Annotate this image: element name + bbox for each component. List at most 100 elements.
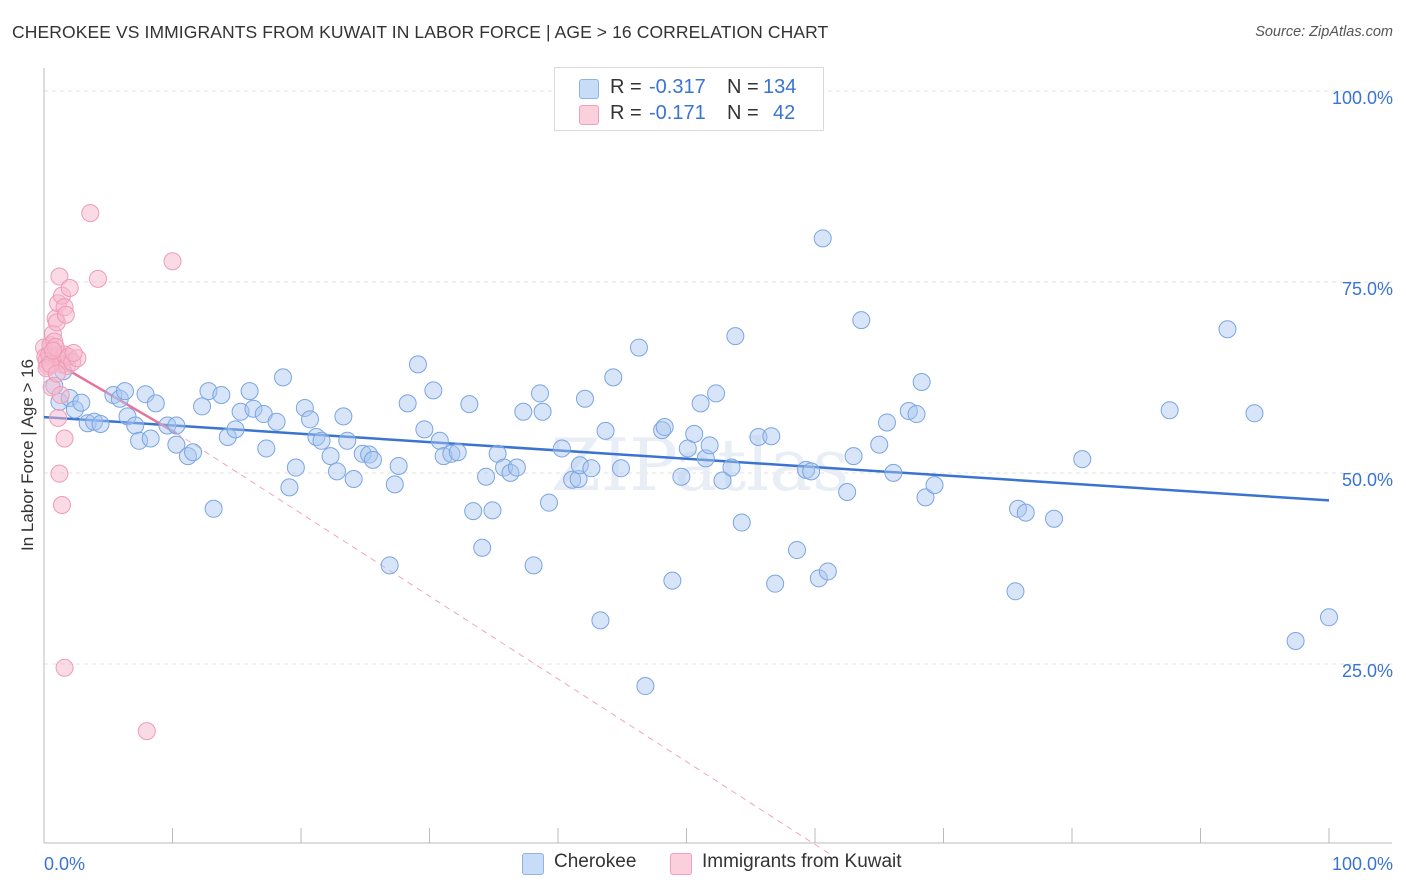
cherokee-point <box>78 414 97 433</box>
y-tick-label: 100.0% <box>1332 88 1393 108</box>
kuwait-point <box>43 341 62 360</box>
cherokee-point <box>629 338 648 357</box>
cherokee-point <box>877 413 896 432</box>
cherokee-point <box>852 311 871 330</box>
axes <box>43 68 1392 844</box>
cherokee-point <box>385 475 404 494</box>
cherokee-point <box>464 502 483 521</box>
cherokee-point <box>582 459 601 478</box>
data-points <box>35 204 1338 741</box>
cherokee-point <box>477 467 496 486</box>
legend-label-cherokee: Cherokee <box>554 851 637 872</box>
cherokee-point <box>636 677 655 696</box>
cherokee-point <box>240 382 259 401</box>
cherokee-point <box>766 574 785 593</box>
chart-title: CHEROKEE VS IMMIGRANTS FROM KUWAIT IN LA… <box>12 22 829 42</box>
kuwait-point <box>60 279 79 297</box>
cherokee-point <box>569 470 588 488</box>
cherokee-trend-line <box>43 415 1330 502</box>
legend-n-value: 134 <box>763 76 797 98</box>
cherokee-point <box>713 471 732 490</box>
cherokee-point <box>141 429 160 448</box>
legend-n-label: N = <box>727 76 759 98</box>
cherokee-point <box>442 444 461 463</box>
kuwait-point <box>50 267 69 286</box>
cherokee-point <box>389 457 408 476</box>
cherokee-point <box>473 538 492 557</box>
cherokee-point <box>430 431 449 450</box>
legend-r-value: -0.171 <box>649 102 706 124</box>
source-label: Source: ZipAtlas.com <box>1255 24 1393 40</box>
cherokee-point <box>226 420 245 439</box>
legend-swatch-cherokee <box>579 79 599 99</box>
cherokee-point <box>691 394 710 413</box>
y-tick-label: 75.0% <box>1342 279 1393 299</box>
legend-n-label: N = <box>727 102 759 124</box>
cherokee-point <box>321 447 340 466</box>
cherokee-point <box>907 405 926 424</box>
y-tick-label: 25.0% <box>1342 661 1393 681</box>
cherokee-point <box>707 384 726 403</box>
cherokee-point <box>167 416 186 435</box>
cherokee-point <box>700 436 719 455</box>
y-axis-title: In Labor Force | Age > 16 <box>18 358 37 552</box>
cherokee-point <box>136 385 155 404</box>
kuwait-point <box>64 343 83 362</box>
cherokee-point <box>327 462 346 481</box>
kuwait-point <box>51 385 70 404</box>
cherokee-point <box>802 462 821 481</box>
x-tick-label: 100.0% <box>1332 854 1393 874</box>
kuwait-point <box>81 204 100 223</box>
cherokee-point <box>809 569 828 588</box>
cherokee-point <box>257 439 276 458</box>
cherokee-point <box>912 372 931 391</box>
cherokee-point <box>591 611 610 630</box>
cherokee-point <box>415 420 434 439</box>
kuwait-point <box>55 429 74 448</box>
legend-swatch-cherokee <box>522 853 544 875</box>
cherokee-point <box>838 482 857 501</box>
cherokee-point <box>130 431 149 450</box>
cherokee-point <box>514 402 533 421</box>
cherokee-point <box>218 427 237 446</box>
cherokee-point <box>1073 450 1092 469</box>
cherokee-point <box>596 421 615 440</box>
cherokee-point <box>334 407 353 426</box>
cherokee-point <box>274 368 293 387</box>
cherokee-point <box>193 397 212 416</box>
cherokee-point <box>788 541 807 560</box>
cherokee-point <box>531 384 550 403</box>
cherokee-point <box>126 416 145 435</box>
legend-swatch-kuwait <box>579 105 599 125</box>
cherokee-point <box>540 493 559 512</box>
cherokee-point <box>672 467 691 486</box>
cherokee-point <box>653 421 672 440</box>
cherokee-point <box>91 414 110 433</box>
kuwait-point <box>56 305 75 324</box>
y-tick-labels: 100.0% 75.0% 50.0% 25.0% <box>1332 88 1393 681</box>
cherokee-point <box>338 431 357 450</box>
cherokee-point <box>1016 503 1035 522</box>
cherokee-point <box>280 478 299 497</box>
cherokee-point <box>118 407 137 426</box>
kuwait-point <box>88 269 107 288</box>
cherokee-point <box>244 399 263 418</box>
legend-n-value: 42 <box>773 102 796 124</box>
cherokee-point <box>818 562 837 581</box>
cherokee-point <box>749 427 768 446</box>
cherokee-point <box>685 424 704 443</box>
cherokee-point <box>408 355 427 374</box>
legend-r-label: R = <box>610 76 642 98</box>
cherokee-point <box>655 418 674 437</box>
correlation-legend: R = -0.317 N = 134 R = -0.171 N = 42 <box>554 67 824 131</box>
cherokee-point <box>1286 631 1305 650</box>
cherokee-point <box>726 327 745 346</box>
cherokee-point <box>1320 608 1338 627</box>
cherokee-point <box>312 431 331 450</box>
x-tick-labels: 0.0% 100.0% <box>44 854 1393 874</box>
cherokee-point <box>460 395 479 414</box>
cherokee-point <box>611 459 630 478</box>
cherokee-point <box>533 402 552 421</box>
kuwait-point <box>55 658 74 677</box>
